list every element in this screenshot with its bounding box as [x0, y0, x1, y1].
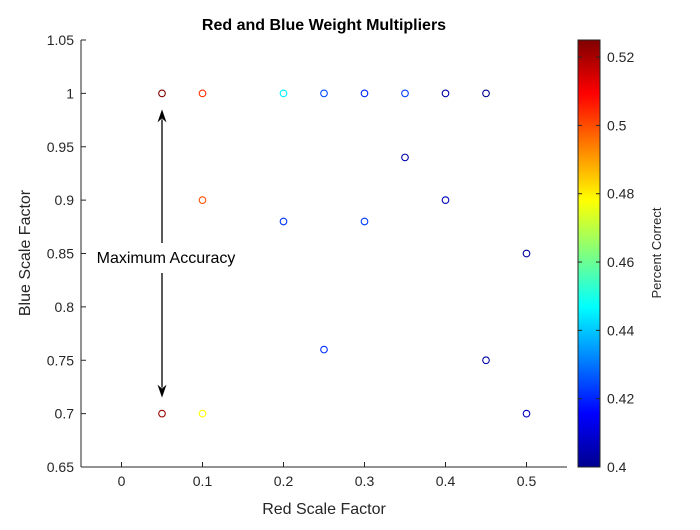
- data-point: [198, 89, 207, 98]
- y-tick-label: 0.75: [47, 352, 74, 368]
- colorbar-tick-label: 0.48: [607, 186, 634, 202]
- data-point: [360, 89, 369, 98]
- colorbar-gradient: [577, 39, 601, 468]
- y-tick-label: 0.65: [47, 459, 74, 475]
- data-point: [320, 89, 328, 98]
- data-point: [320, 345, 328, 354]
- colorbar-tick-label: 0.42: [607, 391, 634, 407]
- annotation-arrowhead-down: [157, 384, 167, 398]
- colorbar-tick-label: 0.46: [607, 254, 634, 270]
- data-point: [441, 89, 450, 98]
- annotation: Maximum Accuracy: [97, 109, 236, 398]
- x-tick-label: 0: [118, 473, 126, 489]
- data-point: [158, 409, 166, 418]
- x-axis-label: Red Scale Factor: [262, 501, 386, 518]
- data-point: [522, 249, 531, 258]
- colorbar-tick-label: 0.4: [607, 459, 627, 475]
- annotation-text: Maximum Accuracy: [97, 250, 236, 267]
- x-tick-label: 0.1: [193, 473, 213, 489]
- data-point: [360, 217, 369, 226]
- data-point: [401, 89, 409, 98]
- x-tick-label: 0.3: [355, 473, 375, 489]
- colorbar: 0.4 0.42 0.44 0.46 0.48 0.5 0.52 Percent Corre…: [577, 39, 664, 475]
- data-point: [401, 153, 409, 162]
- data-point: [522, 409, 531, 418]
- colorbar-label: Percent Correct: [649, 207, 664, 298]
- data-point: [482, 356, 490, 365]
- y-tick-label: 0.9: [55, 192, 75, 208]
- y-tick-label: 0.85: [47, 246, 74, 262]
- chart-title: Red and Blue Weight Multipliers: [202, 17, 446, 34]
- x-ticks: 0 0.1 0.2 0.3 0.4 0.5: [118, 462, 537, 489]
- data-points: [158, 89, 531, 418]
- colorbar-ticks: 0.4 0.42 0.44 0.46 0.48 0.5 0.52: [578, 49, 634, 475]
- colorbar-tick-label: 0.44: [607, 322, 634, 338]
- colorbar-tick-label: 0.5: [607, 117, 627, 133]
- data-point: [441, 196, 450, 204]
- annotation-arrowhead-up: [157, 109, 167, 123]
- x-tick-label: 0.4: [436, 473, 456, 489]
- x-tick-label: 0.2: [274, 473, 294, 489]
- y-tick-label: 1: [66, 85, 74, 101]
- y-axis-label: Blue Scale Factor: [17, 189, 34, 316]
- y-tick-label: 0.8: [55, 299, 75, 315]
- y-tick-label: 0.7: [55, 406, 75, 422]
- data-point: [198, 196, 207, 204]
- y-tick-label: 1.05: [47, 32, 74, 48]
- data-point: [158, 89, 166, 98]
- x-tick-label: 0.5: [517, 473, 537, 489]
- data-point: [198, 409, 207, 418]
- data-point: [279, 89, 288, 98]
- y-tick-label: 0.95: [47, 139, 74, 155]
- colorbar-tick-label: 0.52: [607, 49, 634, 65]
- data-point: [482, 89, 490, 98]
- data-point: [279, 217, 288, 226]
- y-ticks: 0.65 0.7 0.75 0.8 0.85 0.9 0.95 1 1.05: [47, 32, 86, 475]
